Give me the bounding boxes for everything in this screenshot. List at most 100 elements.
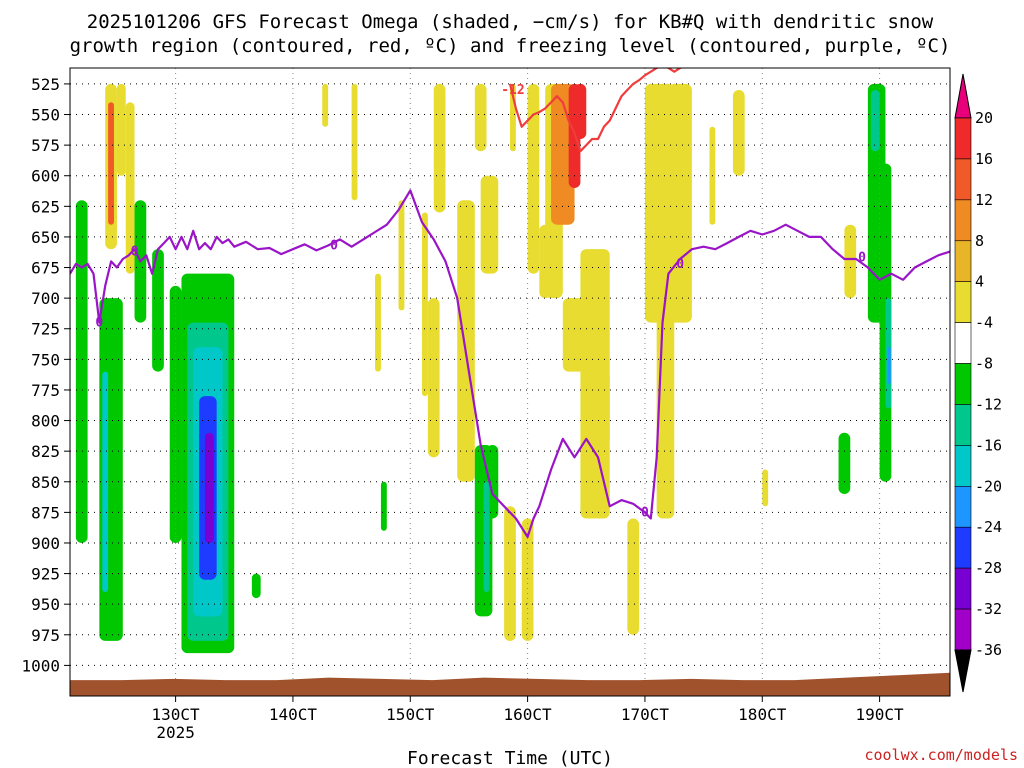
omega-cell-33 xyxy=(521,518,534,641)
omega-cell-21 xyxy=(422,212,428,397)
x-tick-label: 190CT xyxy=(856,705,905,724)
colorbar-tick-label: -36 xyxy=(975,641,1002,659)
colorbar-tick-label: -28 xyxy=(975,559,1002,577)
omega-cell-30 xyxy=(474,445,493,617)
omega-cell-3 xyxy=(116,83,126,176)
omega-cell-19 xyxy=(380,481,387,531)
omega-cell-32 xyxy=(504,506,516,641)
colorbar-tick-label: -16 xyxy=(975,436,1002,454)
omega-cell-31 xyxy=(483,481,490,592)
omega-cell-2 xyxy=(108,102,114,225)
omega-cell-24 xyxy=(457,200,475,482)
freezing-level-label-5: 0 xyxy=(676,257,684,272)
colorbar-segment xyxy=(954,322,972,364)
dgz-label: -12 xyxy=(501,83,524,98)
y-tick-label: 625 xyxy=(31,197,60,216)
colorbar-segment xyxy=(954,363,972,405)
y-tick-label: 600 xyxy=(31,167,60,186)
y-tick-label: 725 xyxy=(31,320,60,339)
omega-cell-48 xyxy=(762,469,769,507)
y-tick-label: 650 xyxy=(31,228,60,247)
omega-cell-0 xyxy=(75,200,88,543)
chart-title-line-2: growth region (contoured, red, ºC) and f… xyxy=(70,35,951,57)
y-tick-label: 925 xyxy=(31,565,60,584)
omega-cell-8 xyxy=(152,249,164,372)
omega-cell-5 xyxy=(102,371,109,592)
omega-cell-29 xyxy=(527,83,540,274)
omega-cell-50 xyxy=(844,224,857,299)
colorbar: 20 16 12 8 4 -4 -8 -12 -16 -20 -24 -28 -32 -36 xyxy=(954,73,1002,693)
omega-cell-55 xyxy=(887,347,891,384)
omega-cell-38 xyxy=(574,83,587,140)
colorbar-tick-label: 16 xyxy=(975,150,993,168)
colorbar-tick-label: -24 xyxy=(975,518,1002,536)
y-axis: 525 550 575 600 625 650 675 700 725 750 775 800 825 8… xyxy=(21,75,70,675)
dgz-contour xyxy=(508,68,684,153)
colorbar-tick-label: 4 xyxy=(975,273,984,291)
colorbar-segment xyxy=(954,281,972,323)
y-tick-label: 575 xyxy=(31,136,60,155)
plot-frame xyxy=(69,67,951,697)
colorbar-tick-label: -32 xyxy=(975,600,1002,618)
x-axis-label: Forecast Time (UTC) xyxy=(407,748,613,768)
colorbar-top-arrow xyxy=(954,73,972,119)
colorbar-bottom-arrow xyxy=(954,649,972,693)
freezing-level-label-4: 0 xyxy=(641,505,649,520)
y-tick-label: 1000 xyxy=(21,656,60,675)
omega-cell-45 xyxy=(668,83,692,323)
colorbar-segment xyxy=(954,486,972,528)
contour-layer: 0 0 0 0 0 0 -12 xyxy=(70,68,950,538)
colorbar-segment xyxy=(954,526,972,569)
freezing-level-contour xyxy=(70,189,950,538)
x-tick-sublabel: 2025 xyxy=(156,723,195,742)
colorbar-segment xyxy=(954,445,972,487)
y-tick-label: 825 xyxy=(31,442,60,461)
colorbar-tick-label: -12 xyxy=(975,395,1002,413)
y-tick-label: 875 xyxy=(31,503,60,522)
y-tick-label: 675 xyxy=(31,259,60,278)
omega-cell-41 xyxy=(598,371,610,446)
omega-cell-52 xyxy=(870,90,880,152)
omega-cell-17 xyxy=(351,83,358,201)
colorbar-tick-label: 8 xyxy=(975,232,984,250)
chart-title-line-1: 2025101206 GFS Forecast Omega (shaded, −… xyxy=(87,11,934,33)
y-tick-label: 900 xyxy=(31,534,60,553)
freezing-level-label-2: 0 xyxy=(858,251,866,266)
freezing-level-label-3: 0 xyxy=(95,316,103,331)
omega-cell-23 xyxy=(433,83,446,213)
colorbar-tick-label: 20 xyxy=(975,109,993,127)
terrain-surface xyxy=(70,672,950,696)
omega-cell-47 xyxy=(732,90,745,176)
x-tick-label: 170CT xyxy=(621,705,670,724)
x-tick-label: 160CT xyxy=(504,705,553,724)
omega-cell-26 xyxy=(480,175,499,274)
y-tick-label: 975 xyxy=(31,626,60,645)
colorbar-segment xyxy=(954,240,972,282)
colorbar-tick-label: -8 xyxy=(975,355,993,373)
omega-cell-49 xyxy=(838,432,851,495)
omega-cell-40 xyxy=(580,249,610,519)
colorbar-segment xyxy=(954,199,972,242)
omega-cell-25 xyxy=(474,83,487,152)
y-tick-label: 850 xyxy=(31,473,60,492)
plot-area: 0 0 0 0 0 0 -12 xyxy=(70,68,950,696)
colorbar-tick-label: -4 xyxy=(975,314,993,332)
omega-cell-14 xyxy=(204,432,214,543)
y-tick-label: 700 xyxy=(31,289,60,308)
omega-cell-15 xyxy=(251,573,261,599)
colorbar-segment xyxy=(954,117,972,160)
omega-cell-20 xyxy=(398,200,405,311)
x-tick-label: 150CT xyxy=(386,705,435,724)
y-tick-label: 775 xyxy=(31,381,60,400)
colorbar-tick-label: 12 xyxy=(975,191,993,209)
freezing-level-label-1: 0 xyxy=(330,239,338,254)
colorbar-segment xyxy=(954,567,972,610)
omega-cell-6 xyxy=(125,102,135,274)
y-tick-label: 950 xyxy=(31,595,60,614)
colorbar-tick-label: -20 xyxy=(975,477,1002,495)
x-tick-label: 130CT xyxy=(152,705,201,724)
colorbar-segment xyxy=(954,404,972,446)
freezing-level-label-0: 0 xyxy=(131,245,139,260)
omega-cell-16 xyxy=(322,83,329,127)
